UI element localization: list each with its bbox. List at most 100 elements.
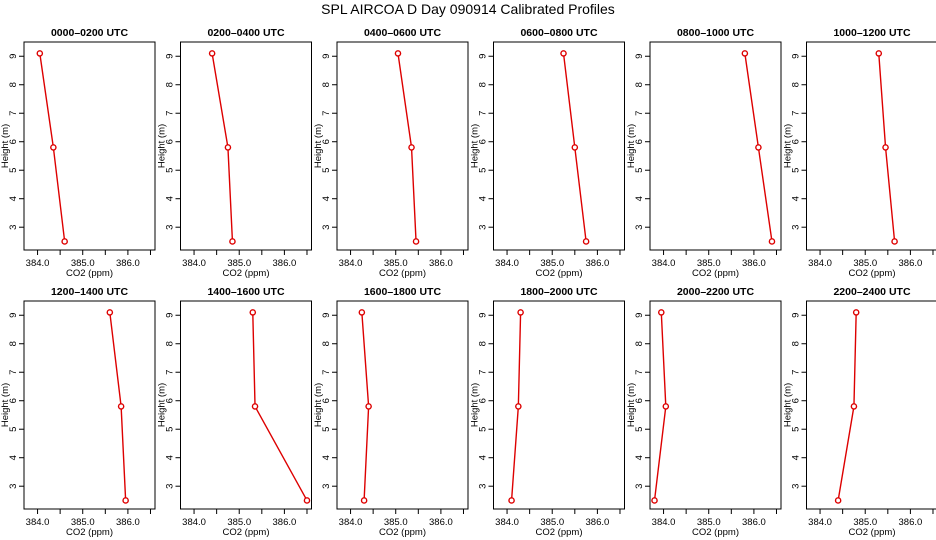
data-point: [651, 497, 658, 504]
data-point: [251, 403, 259, 410]
y-tick-label: 4: [165, 455, 176, 460]
y-tick-label: 6: [791, 139, 802, 144]
y-tick-label: 8: [478, 82, 489, 87]
x-tick-label: 386.0: [116, 258, 140, 269]
data-point: [117, 403, 125, 410]
x-tick-label: 385.0: [227, 517, 251, 528]
y-tick-label: 5: [478, 427, 489, 432]
y-tick-label: 7: [321, 111, 332, 116]
panel-8: 1600–1800 UTC 384.0 385.0 386.0 3 4 5 6 7 8 9 CO2 (…: [313, 286, 469, 538]
data-point: [755, 144, 762, 151]
x-tick-label: 386.0: [273, 258, 297, 269]
panel-title: 0800–1000 UTC: [677, 27, 754, 39]
panel-title: 2000–2200 UTC: [677, 286, 754, 298]
y-tick-label: 9: [8, 313, 19, 318]
x-tick-label: 386.0: [742, 258, 766, 269]
panel-grid: 0000–0200 UTC 384.0 385.0 386.0 3 4 5 6 7 8 9 CO2 (…: [0, 27, 936, 538]
x-tick-label: 385.0: [853, 258, 877, 269]
y-tick-label: 5: [165, 168, 176, 173]
x-axis-label: CO2 (ppm): [849, 527, 896, 538]
y-tick-label: 6: [321, 139, 332, 144]
y-tick-label: 9: [478, 313, 489, 318]
y-tick-label: 3: [8, 484, 19, 489]
y-tick-label: 4: [8, 455, 19, 460]
plot-frame: [336, 41, 469, 251]
y-tick-label: 6: [165, 139, 176, 144]
y-tick-label: 9: [321, 54, 332, 59]
x-axis-label: CO2 (ppm): [536, 268, 583, 279]
plot-frame: [493, 300, 625, 510]
y-tick-label: 7: [165, 111, 176, 116]
data-point: [508, 497, 515, 504]
x-tick-label: 385.0: [697, 258, 721, 269]
y-tick-label: 4: [634, 455, 645, 460]
panel-6: 1200–1400 UTC 384.0 385.0 386.0 3 4 5 6 7 8 9 CO2 (…: [0, 286, 156, 538]
plot-frame: [806, 41, 936, 251]
x-tick-label: 386.0: [273, 517, 297, 528]
x-tick-label: 386.0: [586, 517, 610, 528]
y-tick-label: 8: [791, 341, 802, 346]
y-tick-label: 5: [634, 427, 645, 432]
x-axis-label: CO2 (ppm): [66, 527, 113, 538]
x-tick-label: 386.0: [116, 517, 140, 528]
data-point: [106, 309, 114, 316]
x-tick-label: 384.0: [182, 258, 206, 269]
data-point: [394, 50, 402, 57]
y-tick-label: 3: [321, 225, 332, 230]
y-tick-label: 9: [321, 313, 332, 318]
y-tick-label: 4: [8, 196, 19, 201]
x-tick-label: 385.0: [384, 258, 408, 269]
panel-3: 0600–0800 UTC 384.0 385.0 386.0 3 4 5 6 7 8 9 CO2 (…: [470, 27, 625, 279]
data-point: [360, 497, 368, 504]
x-tick-label: 385.0: [71, 258, 95, 269]
data-point: [303, 497, 311, 504]
panel-title: 0600–0800 UTC: [520, 27, 597, 39]
y-tick-label: 5: [791, 427, 802, 432]
y-tick-label: 8: [8, 82, 19, 87]
y-tick-label: 6: [8, 398, 19, 403]
panel-title: 0200–0400 UTC: [207, 27, 284, 39]
x-tick-label: 385.0: [71, 517, 95, 528]
y-tick-label: 5: [478, 168, 489, 173]
y-axis-label: Height (m): [157, 383, 168, 427]
y-tick-label: 8: [791, 82, 802, 87]
y-tick-label: 8: [478, 341, 489, 346]
plot-frame: [649, 41, 782, 251]
x-tick-label: 384.0: [182, 517, 206, 528]
panel-5: 1000–1200 UTC 384.0 385.0 386.0 3 4 5 6 7 8 9 CO2 (…: [783, 27, 936, 279]
x-tick-label: 385.0: [540, 517, 564, 528]
x-axis-label: CO2 (ppm): [379, 268, 426, 279]
x-tick-label: 384.0: [495, 258, 519, 269]
panel-4: 0800–1000 UTC 384.0 385.0 386.0 3 4 5 6 7 8 9 CO2 (…: [626, 27, 782, 279]
x-axis-label: CO2 (ppm): [223, 268, 270, 279]
x-tick-label: 384.0: [652, 258, 676, 269]
x-tick-label: 384.0: [339, 258, 363, 269]
y-tick-label: 9: [634, 313, 645, 318]
y-tick-label: 9: [791, 313, 802, 318]
plot-frame: [806, 300, 936, 510]
plot-frame: [649, 300, 782, 510]
data-point: [517, 309, 524, 316]
y-tick-label: 5: [8, 427, 19, 432]
y-tick-label: 6: [478, 398, 489, 403]
y-tick-label: 3: [8, 225, 19, 230]
x-axis-label: CO2 (ppm): [379, 527, 426, 538]
y-tick-label: 3: [634, 484, 645, 489]
y-tick-label: 4: [478, 455, 489, 460]
y-tick-label: 6: [478, 139, 489, 144]
y-tick-label: 7: [791, 111, 802, 116]
panel-0: 0000–0200 UTC 384.0 385.0 386.0 3 4 5 6 7 8 9 CO2 (…: [0, 27, 156, 279]
data-point: [50, 144, 57, 151]
panel-2: 0400–0600 UTC 384.0 385.0 386.0 3 4 5 6 7 8 9 CO2 (…: [313, 27, 469, 279]
y-tick-label: 6: [634, 139, 645, 144]
y-tick-label: 4: [478, 196, 489, 201]
y-tick-label: 5: [791, 168, 802, 173]
data-point: [36, 50, 44, 57]
x-tick-label: 385.0: [540, 258, 564, 269]
y-axis-label: Height (m): [0, 124, 11, 168]
panel-9: 1800–2000 UTC 384.0 385.0 386.0 3 4 5 6 7 8 9 CO2 (…: [470, 286, 625, 538]
y-tick-label: 3: [791, 225, 802, 230]
y-axis-label: Height (m): [470, 124, 481, 168]
data-point: [208, 50, 216, 57]
y-tick-label: 8: [321, 82, 332, 87]
